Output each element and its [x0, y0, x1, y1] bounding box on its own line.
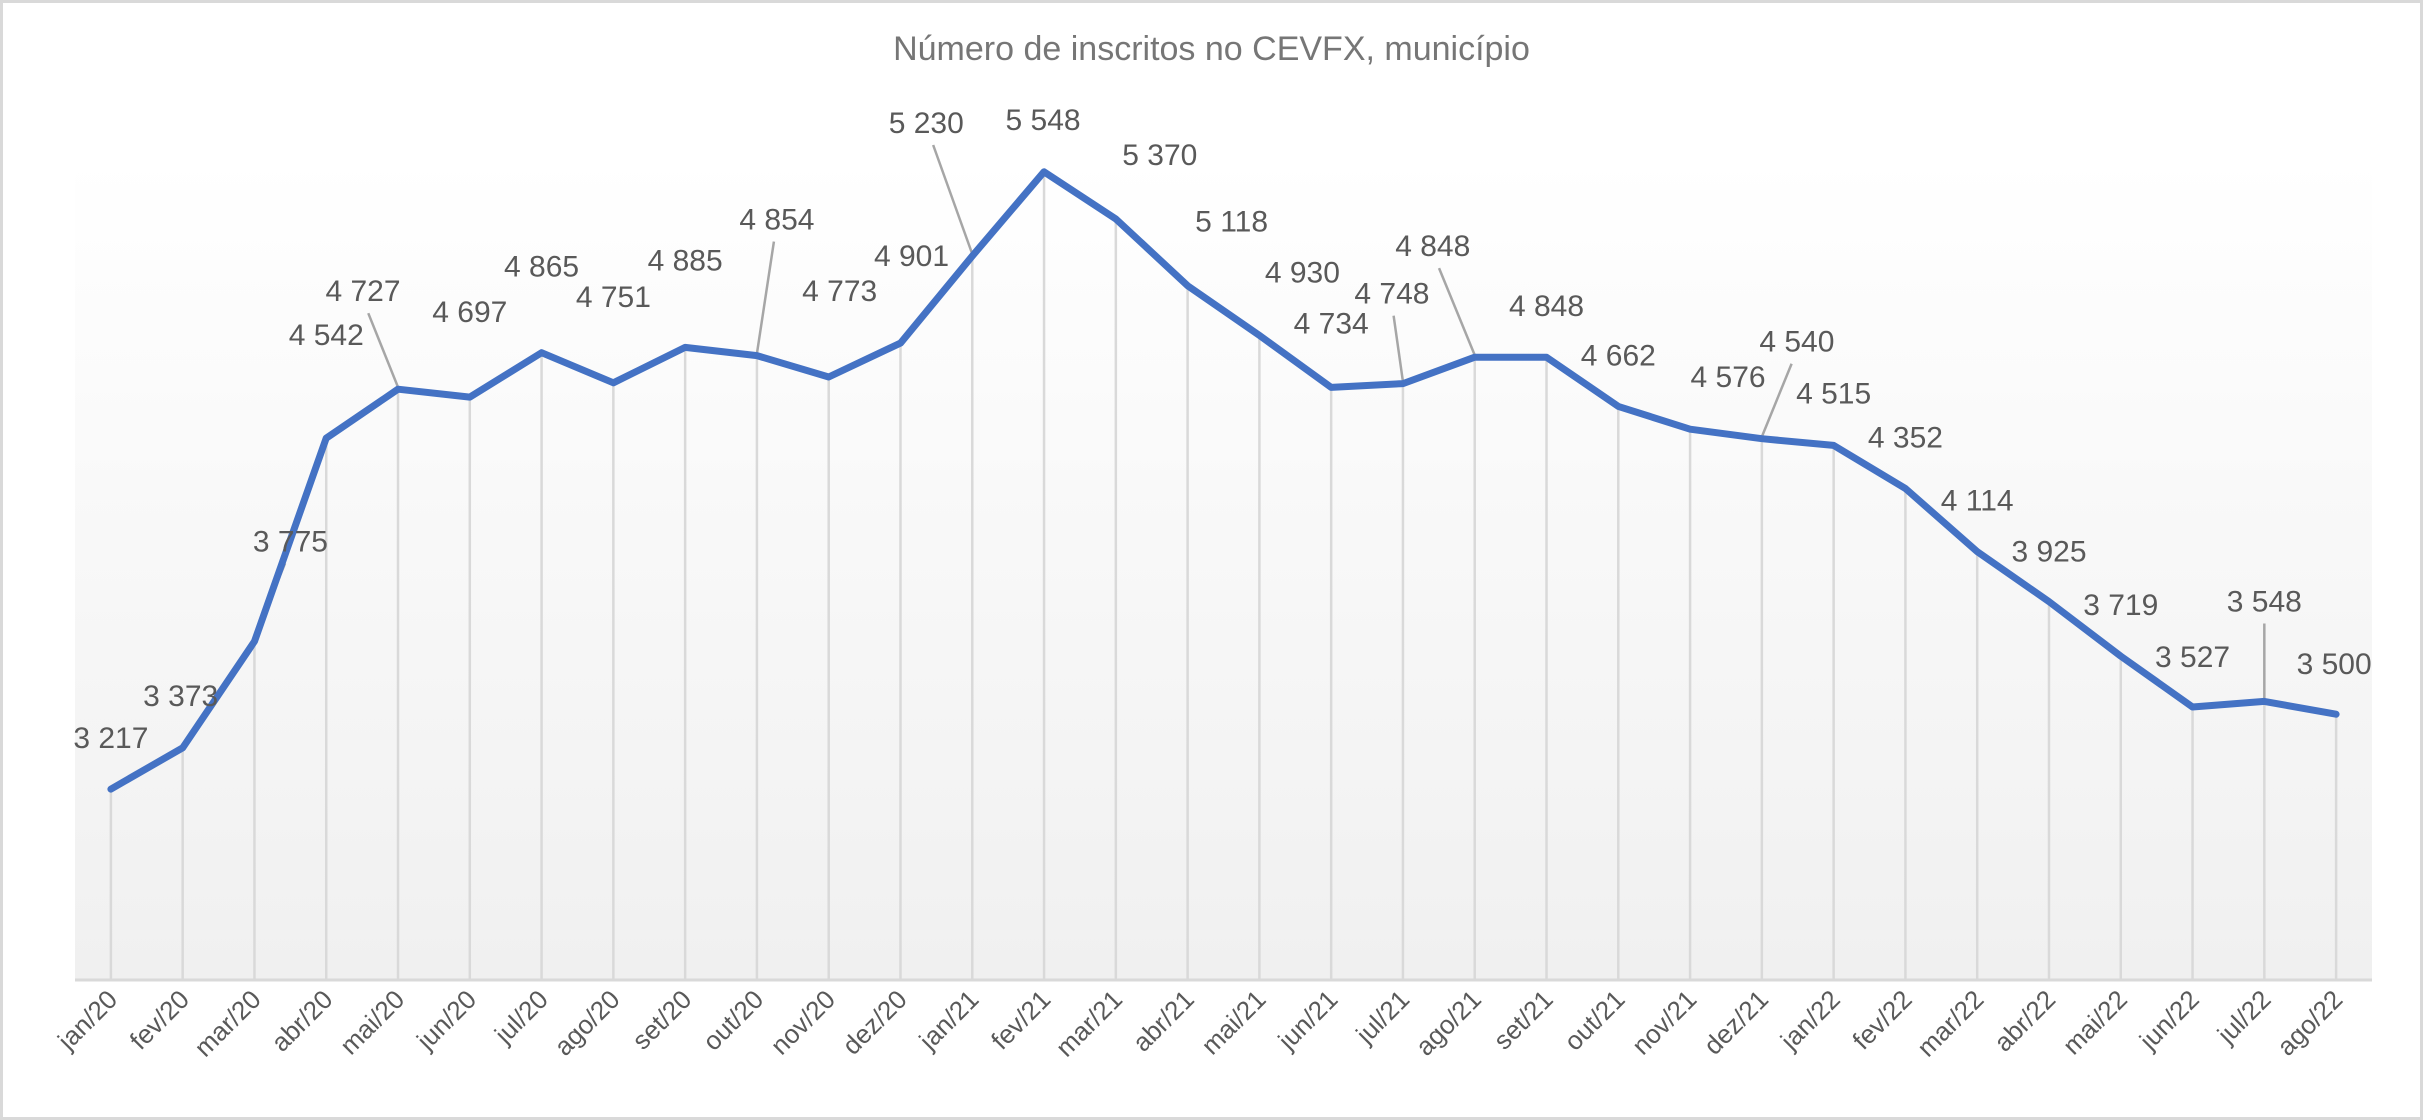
x-axis-label: nov/21 — [1626, 984, 1702, 1060]
leader-line — [931, 144, 974, 255]
x-axis-label: mai/22 — [2057, 984, 2133, 1060]
x-axis-label: jan/21 — [912, 984, 984, 1056]
data-label: 4 865 — [504, 251, 579, 284]
x-axis-label: jun/22 — [2133, 984, 2205, 1056]
x-axis-label: mai/21 — [1195, 984, 1271, 1060]
x-axis-label: mai/20 — [334, 984, 410, 1060]
data-label: 4 885 — [648, 244, 723, 277]
x-axis-label: fev/20 — [124, 984, 195, 1055]
x-axis-label: mar/21 — [1050, 984, 1128, 1062]
data-label: 3 719 — [2083, 589, 2158, 622]
x-axis-label: dez/20 — [836, 984, 912, 1060]
x-axis-label: set/20 — [626, 984, 697, 1055]
leader-line — [367, 312, 400, 388]
data-label: 4 114 — [1941, 485, 2014, 518]
data-label: 4 848 — [1509, 290, 1584, 323]
series-line — [107, 168, 2340, 793]
data-label: 4 697 — [432, 296, 507, 329]
plot-area — [75, 158, 2372, 979]
x-axis-label: nov/20 — [765, 984, 841, 1060]
data-label: 4 930 — [1265, 256, 1340, 289]
x-axis-label: jul/22 — [2211, 984, 2277, 1050]
data-label: 4 352 — [1868, 422, 1943, 455]
data-label: 4 901 — [874, 240, 949, 273]
data-label: 4 748 — [1354, 278, 1429, 311]
x-axis-label: ago/21 — [1410, 984, 1487, 1061]
leader-line — [1760, 363, 1793, 438]
data-label: 4 734 — [1294, 307, 1369, 340]
x-axis-label: out/20 — [697, 984, 769, 1056]
x-axis-label: ago/20 — [548, 984, 625, 1061]
data-label: 4 542 — [289, 319, 364, 352]
data-label: 4 854 — [739, 204, 814, 237]
data-label: 4 515 — [1796, 377, 1871, 410]
data-label: 5 118 — [1195, 206, 1268, 239]
x-axis-label: jan/22 — [1774, 984, 1846, 1056]
data-label: 4 540 — [1759, 326, 1834, 359]
data-label: 4 751 — [576, 281, 651, 314]
x-axis-label: set/21 — [1487, 984, 1558, 1055]
data-label: 3 527 — [2155, 641, 2230, 674]
leader-line — [1392, 315, 1405, 382]
x-axis-label: jun/20 — [410, 984, 482, 1056]
x-axis-label: abr/22 — [1988, 984, 2061, 1057]
gridlines — [109, 171, 2338, 979]
data-label: 5 370 — [1122, 139, 1197, 172]
data-label: 4 848 — [1395, 230, 1470, 263]
x-axis-label: jun/21 — [1271, 984, 1343, 1056]
chart-title: Número de inscritos no CEVFX, município — [893, 30, 1530, 68]
x-axis-label: jul/21 — [1349, 984, 1415, 1050]
x-axis-label: jan/20 — [51, 984, 123, 1056]
x-axis-label: out/21 — [1558, 984, 1630, 1056]
x-axis-label: jul/20 — [488, 984, 554, 1050]
data-label: 3 500 — [2297, 648, 2372, 681]
data-label: 3 373 — [143, 680, 218, 713]
leader-line — [755, 241, 776, 354]
data-label: 4 662 — [1581, 339, 1656, 372]
data-label: 3 548 — [2227, 585, 2302, 618]
data-label: 3 775 — [253, 525, 328, 558]
data-label: 4 727 — [325, 275, 400, 308]
data-label: 5 548 — [1006, 104, 1081, 137]
x-axis-label: dez/21 — [1698, 984, 1774, 1060]
leader-line — [1437, 267, 1476, 356]
data-label: 5 230 — [889, 107, 964, 140]
x-axis-label: ago/22 — [2271, 984, 2348, 1061]
data-label: 4 576 — [1691, 361, 1766, 394]
x-axis-label: mar/22 — [1911, 984, 1989, 1062]
x-axis-label: abr/20 — [265, 984, 338, 1057]
x-axis-label: abr/21 — [1127, 984, 1200, 1057]
data-label: 3 217 — [73, 722, 148, 755]
leader-lines — [253, 144, 2266, 700]
x-axis-label: fev/22 — [1846, 984, 1917, 1055]
data-label: 3 925 — [2011, 536, 2086, 569]
data-label: 4 773 — [802, 275, 877, 308]
x-axis-label: fev/21 — [985, 984, 1056, 1055]
x-axis-label: mar/20 — [188, 984, 266, 1062]
